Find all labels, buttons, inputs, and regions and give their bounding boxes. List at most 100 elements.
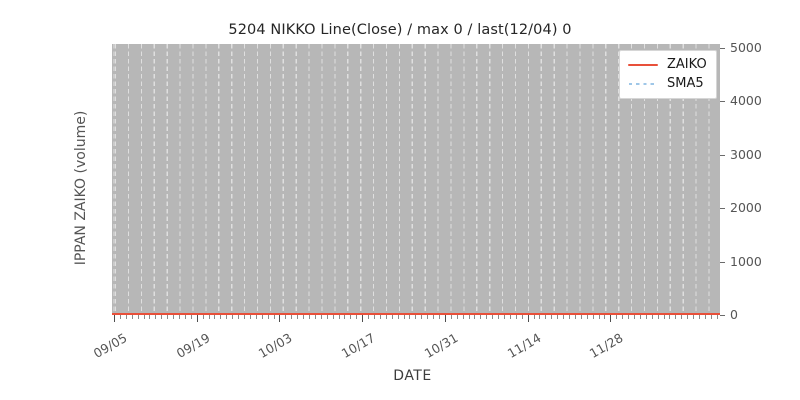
x-tick-minor bbox=[356, 315, 358, 319]
x-tick-minor bbox=[427, 315, 429, 319]
y-tick-text: 3000 bbox=[730, 146, 762, 162]
x-tick-minor bbox=[208, 315, 210, 319]
x-tick-minor bbox=[397, 315, 399, 319]
x-tick-minor bbox=[468, 315, 470, 319]
x-axis-tick-label: 09/05 bbox=[90, 330, 130, 362]
y-axis-ticks: 0 1000 2000 3000 4000 5000 bbox=[720, 41, 798, 322]
x-tick-minor bbox=[710, 315, 712, 319]
x-tick-minor bbox=[433, 315, 435, 319]
x-tick-minor bbox=[698, 315, 700, 319]
x-tick-minor bbox=[663, 315, 665, 319]
y-axis-tick-label: 4000 bbox=[720, 94, 762, 108]
y-tick-text: 5000 bbox=[730, 40, 762, 55]
x-tick-minor bbox=[509, 315, 511, 319]
x-tick-minor bbox=[326, 315, 328, 319]
x-tick-minor bbox=[267, 315, 269, 319]
x-tick-minor bbox=[214, 315, 216, 319]
x-tick-minor bbox=[592, 315, 594, 319]
legend-item[interactable]: SMA5 bbox=[628, 74, 707, 93]
x-tick-minor bbox=[456, 315, 458, 319]
legend-item[interactable]: ZAIKO bbox=[628, 55, 707, 74]
chart-title: 5204 NIKKO Line(Close) / max 0 / last(12… bbox=[228, 22, 572, 38]
x-tick-minor bbox=[409, 315, 411, 319]
x-tick-minor bbox=[539, 315, 541, 319]
x-tick-minor bbox=[303, 315, 305, 319]
y-tick-mark bbox=[720, 261, 725, 263]
x-tick-minor bbox=[273, 315, 275, 319]
legend-line bbox=[628, 63, 658, 67]
y-tick-text: 0 bbox=[730, 307, 738, 322]
plot-area bbox=[105, 44, 720, 315]
x-tick-minor bbox=[669, 315, 671, 319]
x-tick-minor bbox=[137, 315, 139, 319]
y-tick-mark bbox=[720, 315, 725, 316]
y-tick-text: 2000 bbox=[730, 200, 762, 216]
gridlines-vertical bbox=[112, 44, 720, 315]
x-tick-minor bbox=[633, 315, 635, 319]
x-tick-minor bbox=[645, 315, 647, 319]
x-tick-minor bbox=[255, 315, 257, 319]
chart-legend[interactable]: ZAIKO SMA5 bbox=[619, 50, 717, 99]
x-tick-minor bbox=[125, 315, 127, 319]
x-tick-minor bbox=[314, 315, 316, 319]
x-axis-tick-label: 09/19 bbox=[173, 330, 213, 362]
legend-swatch-zaiko-icon bbox=[628, 59, 658, 71]
y-tick-text: 4000 bbox=[730, 93, 762, 109]
x-tick-minor bbox=[232, 315, 234, 319]
y-axis-tick-label: 3000 bbox=[720, 146, 762, 162]
x-axis-ticks bbox=[105, 315, 720, 327]
y-tick-mark bbox=[720, 101, 725, 103]
x-tick-minor bbox=[574, 315, 576, 319]
legend-label: SMA5 bbox=[667, 76, 704, 91]
y-tick-text: 1000 bbox=[730, 253, 762, 269]
x-tick-minor bbox=[657, 315, 659, 319]
x-tick-minor bbox=[220, 315, 222, 319]
x-tick-minor bbox=[291, 315, 293, 319]
y-axis-tick-label: 0 bbox=[720, 308, 738, 322]
x-tick-minor bbox=[551, 315, 553, 319]
x-tick-minor bbox=[149, 315, 151, 319]
x-tick-major bbox=[527, 315, 529, 322]
x-tick-minor bbox=[639, 315, 641, 319]
y-axis-tick-label: 5000 bbox=[720, 41, 762, 55]
x-tick-minor bbox=[261, 315, 263, 319]
x-tick-minor bbox=[143, 315, 145, 319]
legend-label: ZAIKO bbox=[667, 57, 707, 72]
x-tick-minor bbox=[521, 315, 523, 319]
y-tick-mark bbox=[720, 208, 725, 210]
x-tick-minor bbox=[438, 315, 440, 319]
x-tick-minor bbox=[503, 315, 505, 319]
y-axis-tick-label: 1000 bbox=[720, 253, 762, 269]
x-tick-minor bbox=[119, 315, 121, 319]
x-tick-minor bbox=[580, 315, 582, 319]
y-axis-title: IPPAN ZAIKO (volume) bbox=[73, 110, 89, 266]
x-tick-minor bbox=[249, 315, 251, 319]
x-tick-minor bbox=[226, 315, 228, 319]
x-tick-minor bbox=[238, 315, 240, 319]
x-tick-minor bbox=[586, 315, 588, 319]
x-tick-major bbox=[196, 315, 198, 322]
x-tick-minor bbox=[285, 315, 287, 319]
x-tick-minor bbox=[415, 315, 417, 319]
x-tick-minor bbox=[557, 315, 559, 319]
x-tick-minor bbox=[681, 315, 683, 319]
x-tick-minor bbox=[675, 315, 677, 319]
x-tick-minor bbox=[450, 315, 452, 319]
legend-swatch-sma5-icon bbox=[628, 78, 658, 90]
x-tick-minor bbox=[332, 315, 334, 319]
x-tick-minor bbox=[243, 315, 245, 319]
x-tick-minor bbox=[403, 315, 405, 319]
x-axis-tick-label: 10/31 bbox=[421, 330, 461, 362]
x-axis-tick-label: 11/14 bbox=[504, 330, 544, 362]
x-tick-minor bbox=[421, 315, 423, 319]
legend-line bbox=[629, 82, 657, 86]
x-tick-minor bbox=[568, 315, 570, 319]
x-tick-minor bbox=[167, 315, 169, 319]
x-tick-minor bbox=[178, 315, 180, 319]
x-tick-minor bbox=[480, 315, 482, 319]
x-tick-minor bbox=[628, 315, 630, 319]
x-tick-minor bbox=[498, 315, 500, 319]
x-axis-title: DATE bbox=[393, 368, 432, 384]
x-tick-minor bbox=[368, 315, 370, 319]
series-line-zaiko bbox=[112, 313, 720, 315]
